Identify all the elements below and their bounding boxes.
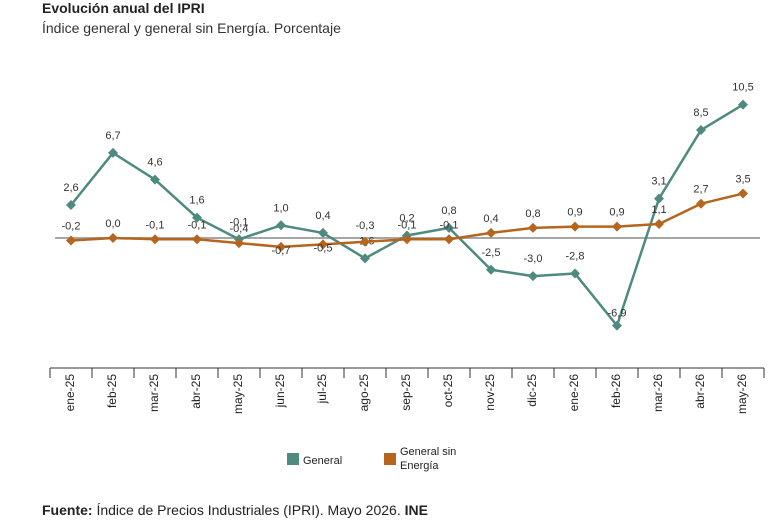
sin-energia-point (486, 227, 496, 238)
general-data-label: -3,0 (524, 253, 543, 265)
x-tick-label: mar-26 (651, 374, 665, 412)
general-data-label: -2,8 (566, 251, 585, 263)
sin-energia-point (528, 222, 538, 233)
general-data-label: 1,0 (273, 202, 288, 214)
x-tick-label: jun-25 (273, 374, 287, 409)
sin-energia-point (654, 219, 664, 230)
general-point (486, 264, 496, 275)
x-tick-label: mar-25 (147, 374, 161, 412)
sin-energia-point (276, 241, 286, 252)
x-tick-label: dic-25 (525, 374, 539, 407)
general-point (360, 253, 370, 264)
sin-energia-data-label: 3,5 (735, 174, 750, 186)
sin-energia-data-label: 0,9 (609, 207, 624, 219)
general-point (570, 268, 580, 279)
sin-energia-point (402, 234, 412, 245)
x-tick-label: feb-25 (105, 374, 119, 408)
general-data-label: -0,1 (230, 216, 249, 228)
sin-energia-data-label: 1,1 (651, 204, 666, 216)
general-point (108, 147, 118, 158)
source-text: Índice de Precios Industriales (IPRI). M… (92, 502, 405, 518)
general-data-label: 1,6 (189, 195, 204, 207)
sin-energia-data-label: -0,3 (356, 220, 375, 232)
sin-energia-data-label: 0,0 (105, 218, 120, 230)
chart-title: Evolución anual del IPRI (42, 0, 205, 16)
general-data-label: 2,6 (63, 182, 78, 194)
general-data-label: -2,5 (482, 247, 501, 259)
general-point (444, 222, 454, 233)
sin-energia-data-label: -0,4 (230, 223, 249, 235)
general-data-label: -6,9 (608, 308, 627, 320)
x-tick-label: jul-25 (315, 374, 329, 405)
general-data-label: 10,5 (732, 82, 753, 94)
general-point (738, 99, 748, 110)
source-label: Fuente: (42, 502, 93, 518)
general-point (66, 199, 76, 210)
sin-energia-data-label: 0,4 (483, 213, 498, 225)
general-point (318, 227, 328, 238)
general-point (528, 271, 538, 282)
general-point (612, 320, 622, 331)
sin-energia-data-label: -0,7 (272, 245, 291, 257)
sin-energia-point (612, 221, 622, 232)
line-chart: ene-25 feb-25 mar-25 abr-25 may-25 jun-25 jul-… (49, 82, 765, 472)
general-point (192, 212, 202, 223)
general-data-label: 0,8 (441, 205, 456, 217)
x-tick-label: nov-25 (483, 374, 497, 411)
general-point (150, 174, 160, 185)
x-tick-label: abr-26 (693, 374, 707, 409)
x-tick-label: ago-25 (357, 374, 371, 412)
legend-label-line: General (303, 455, 342, 467)
x-tick-label: feb-26 (609, 374, 623, 408)
legend-label-line: General sin (400, 446, 456, 458)
legend-swatch (287, 453, 299, 465)
sin-energia-data-label: -0,2 (62, 221, 81, 233)
sin-energia-data-label: -0,5 (314, 242, 333, 254)
general-data-label: 0,4 (315, 210, 330, 222)
sin-energia-point (318, 239, 328, 250)
x-tick-label: may-26 (735, 374, 749, 414)
general-point (276, 220, 286, 231)
source-org: INE (404, 502, 428, 518)
sin-energia-point (150, 234, 160, 245)
general-data-label: 0,2 (399, 212, 414, 224)
general-data-label: 8,5 (693, 107, 708, 119)
legend-label-line: Energía (400, 460, 439, 472)
legend-label: General sin Energía (400, 446, 456, 472)
x-tick-label: abr-25 (189, 374, 203, 409)
general-point (654, 193, 664, 204)
legend-swatch (384, 453, 396, 465)
sin-energia-data-label: 0,8 (525, 208, 540, 220)
sin-energia-point (696, 198, 706, 209)
sin-energia-data-label: -0,1 (188, 219, 207, 231)
sin-energia-point (66, 235, 76, 246)
sin-energia-data-label: -0,1 (146, 219, 165, 231)
general-data-label: 4,6 (147, 157, 162, 169)
x-tick-label: oct-25 (441, 374, 455, 408)
x-tick-label: ene-26 (567, 374, 581, 412)
sin-energia-point (570, 221, 580, 232)
legend-label: General (303, 455, 342, 467)
chart-subtitle: Índice general y general sin Energía. Po… (42, 20, 341, 36)
sin-energia-data-label: 0,9 (567, 207, 582, 219)
x-tick-label: may-25 (231, 374, 245, 414)
sin-energia-point (192, 234, 202, 245)
sin-energia-point (234, 238, 244, 249)
source-note: Fuente: Índice de Precios Industriales (… (42, 502, 428, 518)
general-point (696, 125, 706, 136)
sin-energia-data-label: -0,1 (398, 219, 417, 231)
sin-energia-point (108, 233, 118, 243)
sin-energia-data-label: -0,1 (440, 219, 459, 231)
sin-energia-point (738, 188, 748, 199)
x-tick-label: ene-25 (63, 374, 77, 412)
x-tick-label: sep-25 (399, 374, 413, 411)
sin-energia-point (444, 234, 454, 245)
general-data-label: 6,7 (105, 130, 120, 142)
general-data-label: 3,1 (651, 176, 666, 188)
sin-energia-point (360, 236, 370, 247)
sin-energia-data-label: 2,7 (693, 184, 708, 196)
